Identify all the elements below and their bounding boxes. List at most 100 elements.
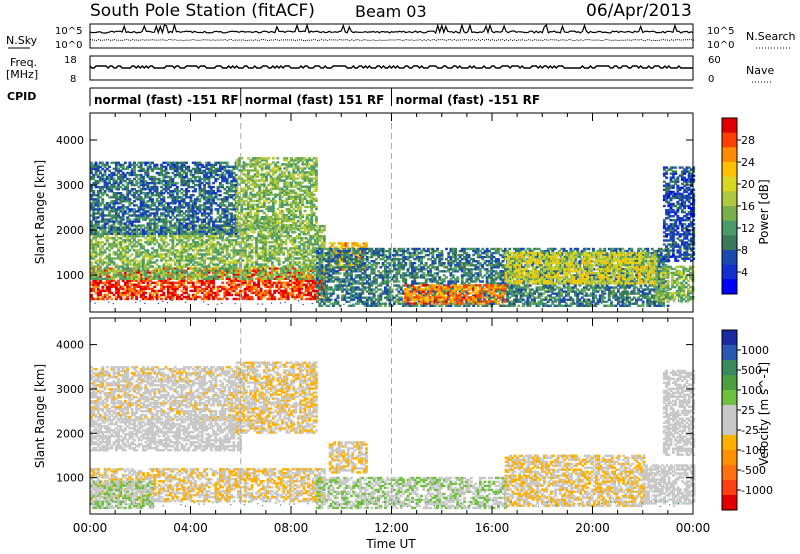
search-noise-dot (568, 39, 569, 40)
power-cell (192, 194, 195, 196)
search-noise-dot (239, 40, 240, 41)
search-noise-dot (452, 40, 453, 41)
power-cell (217, 263, 220, 265)
search-noise-dot (176, 40, 177, 41)
search-noise-dot (369, 40, 370, 41)
power-cell (298, 278, 301, 280)
power-cell (101, 263, 104, 265)
search-noise-dot (653, 40, 654, 41)
search-noise-dot (454, 39, 455, 40)
power-cell (196, 216, 199, 218)
search-noise-dot (215, 40, 216, 41)
search-noise-dot (580, 39, 581, 40)
search-noise-dot (484, 40, 485, 41)
search-noise-dot (136, 40, 137, 41)
power-cell (131, 180, 134, 182)
search-noise-dot (94, 40, 95, 41)
power-cell (256, 175, 259, 177)
search-noise-dot (367, 40, 368, 41)
search-noise-dot (474, 40, 475, 41)
power-cell (167, 212, 170, 214)
power-cell (156, 188, 159, 190)
search-noise-dot (327, 40, 328, 41)
power-cell (185, 172, 188, 174)
power-cell (323, 235, 326, 237)
power-cell (128, 255, 131, 257)
search-noise-dot (245, 40, 246, 41)
search-noise-dot (689, 39, 690, 40)
search-noise-dot (132, 39, 133, 40)
power-cell (212, 239, 215, 241)
search-noise-dot (516, 40, 517, 41)
search-noise-dot (498, 39, 499, 40)
power-cell (110, 292, 113, 294)
power-cell (199, 162, 202, 164)
search-noise-dot (601, 40, 602, 41)
power-cell (287, 278, 290, 280)
power-cell (174, 233, 177, 235)
search-noise-dot (263, 39, 264, 40)
power-cell (305, 237, 308, 239)
power-cell (236, 208, 239, 210)
search-noise-dot (209, 40, 210, 41)
search-noise-dot (587, 39, 588, 40)
power-cell (264, 278, 267, 280)
search-noise-dot (249, 40, 250, 41)
search-noise-dot (193, 39, 194, 40)
search-noise-dot (550, 39, 551, 40)
search-noise-dot (303, 40, 304, 41)
search-noise-dot (623, 40, 624, 41)
search-noise-dot (564, 40, 565, 41)
power-cell (266, 265, 269, 267)
search-noise-dot (126, 39, 127, 40)
power-cell (208, 263, 211, 265)
search-noise-dot (416, 40, 417, 41)
search-noise-dot (478, 39, 479, 40)
search-noise-dot (621, 40, 622, 41)
power-cell (122, 286, 125, 288)
power-cell (128, 162, 131, 164)
search-noise-dot (100, 40, 101, 41)
nave-tick-top: 60 (708, 55, 721, 66)
search-noise-dot (388, 40, 389, 41)
search-noise-dot (472, 39, 473, 40)
power-cell (192, 278, 195, 280)
power-cell (99, 204, 102, 206)
search-noise-dot (189, 40, 190, 41)
search-noise-dot (655, 40, 656, 41)
power-cell (256, 214, 259, 216)
search-noise-dot (172, 40, 173, 41)
search-noise-dot (631, 40, 632, 41)
cpid-segment-label: normal (fast) -151 RF (94, 93, 239, 107)
search-noise-dot (323, 40, 324, 41)
power-cell (185, 270, 188, 272)
search-noise-dot (174, 39, 175, 40)
search-noise-dot (339, 39, 340, 40)
search-noise-dot (597, 40, 598, 41)
power-cell (275, 270, 278, 272)
search-noise-dot (255, 39, 256, 40)
search-noise-dot (649, 39, 650, 40)
search-noise-dot (343, 40, 344, 41)
search-noise-dot (297, 40, 298, 41)
search-noise-dot (243, 39, 244, 40)
search-noise-dot (428, 39, 429, 40)
power-cell (294, 239, 297, 241)
search-noise-dot (418, 40, 419, 41)
search-noise-dot (265, 39, 266, 40)
power-cell (194, 224, 197, 226)
search-noise-dot (430, 40, 431, 41)
search-noise-dot (213, 39, 214, 40)
noise-right-tick-top: 10^5 (707, 26, 734, 37)
search-noise-dot (599, 40, 600, 41)
power-cell (294, 231, 297, 233)
search-noise-dot (355, 39, 356, 40)
search-noise-dot (633, 39, 634, 40)
search-noise-dot (104, 40, 105, 41)
power-cell (142, 245, 145, 247)
search-noise-dot (377, 40, 378, 41)
search-noise-dot (635, 39, 636, 40)
search-noise-dot (593, 40, 594, 41)
power-cell (187, 239, 190, 241)
search-noise-dot (295, 40, 296, 41)
